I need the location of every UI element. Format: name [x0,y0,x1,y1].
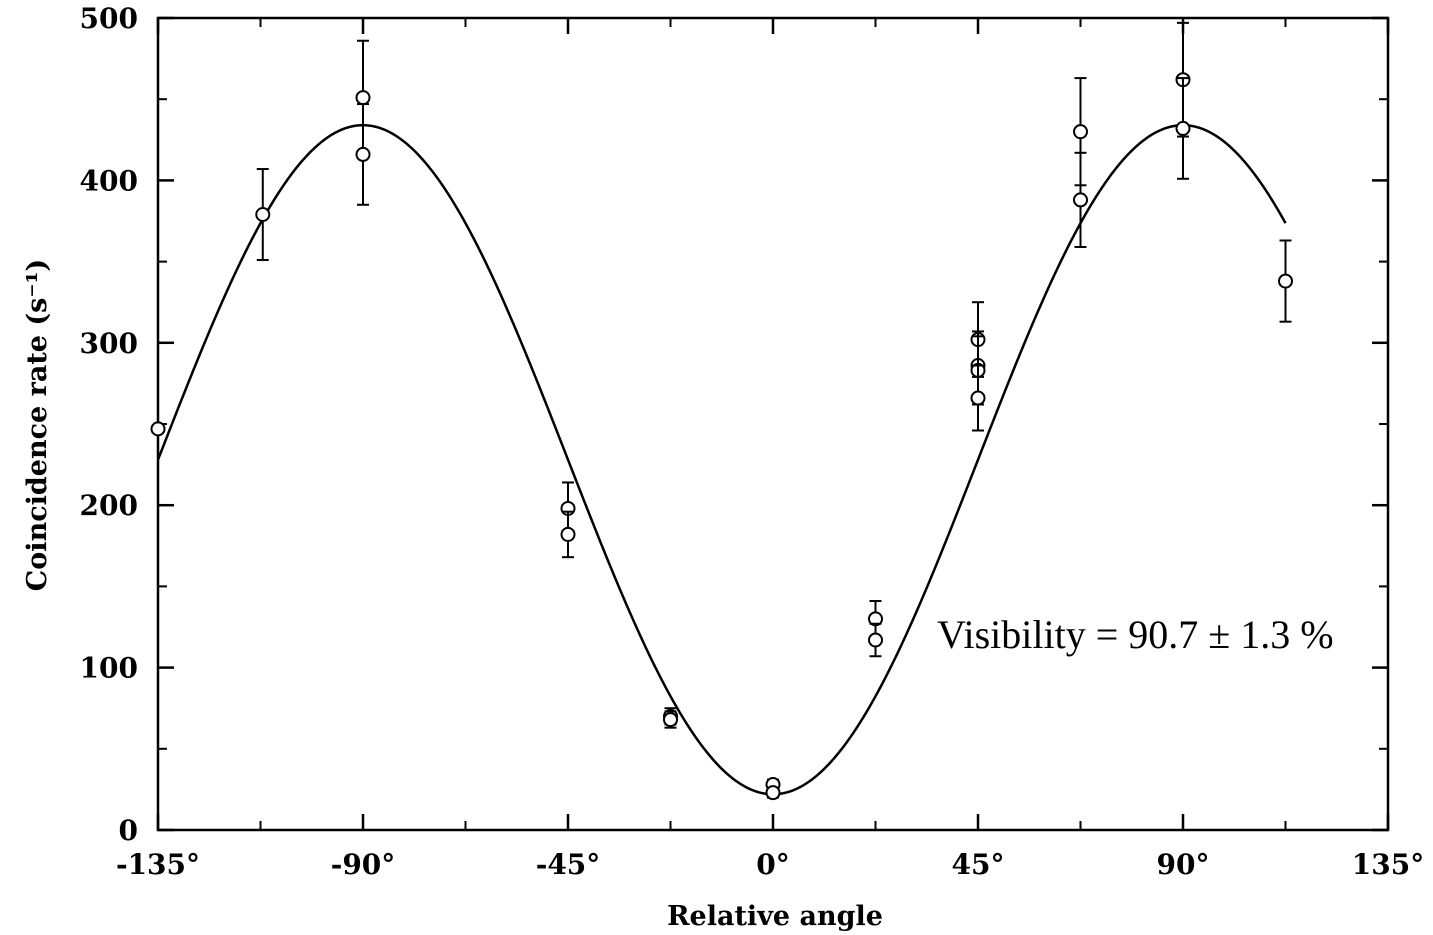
data-point [663,710,678,729]
data-point [1073,151,1088,248]
point-marker [255,207,271,223]
axis-ticks [156,16,1390,832]
point-marker [868,632,883,648]
point-marker [1073,124,1088,140]
tick-labels-group: -135° -90° -45° 0° 45° 90° 135° 0 100 200 300 400 50… [80,2,1425,881]
point-marker [1278,273,1293,289]
y-axis-title: Coincidence rate (s⁻¹) [22,259,53,591]
data-point [765,785,781,801]
point-marker [663,712,678,728]
data-point [255,168,271,261]
data-point [560,510,576,559]
point-marker [765,785,781,801]
x-tick-label: 135° [1352,848,1424,881]
data-point [868,622,883,658]
point-marker [355,90,371,106]
x-tick-label: -45° [536,848,601,881]
x-tick-label: -135° [116,848,200,881]
data-points-group [150,21,1293,801]
point-marker [355,146,371,162]
y-tick-label: 400 [80,164,138,197]
fit-curve [156,123,1287,796]
point-marker [1073,192,1088,208]
y-tick-label: 300 [80,327,138,360]
y-tick-label: 0 [119,814,138,847]
fit-curve-group [156,123,1287,796]
data-point [150,421,166,437]
x-tick-label: 0° [756,848,789,881]
data-point [355,103,371,206]
point-marker [970,390,986,406]
point-marker [150,421,166,437]
visibility-annotation: Visibility = 90.7 ± 1.3 % [937,612,1334,657]
data-point [970,364,986,432]
y-tick-label: 500 [80,2,138,35]
x-tick-label: -90° [331,848,396,881]
point-marker [1175,120,1191,136]
x-tick-label: 90° [1157,848,1210,881]
point-marker [560,526,576,542]
data-point [1175,77,1191,180]
x-axis-title: Relative angle [667,901,883,932]
plot-frame [156,16,1390,832]
x-tick-label: 45° [952,848,1005,881]
y-tick-label: 100 [80,652,138,685]
data-point [1278,239,1293,323]
y-tick-label: 200 [80,489,138,522]
